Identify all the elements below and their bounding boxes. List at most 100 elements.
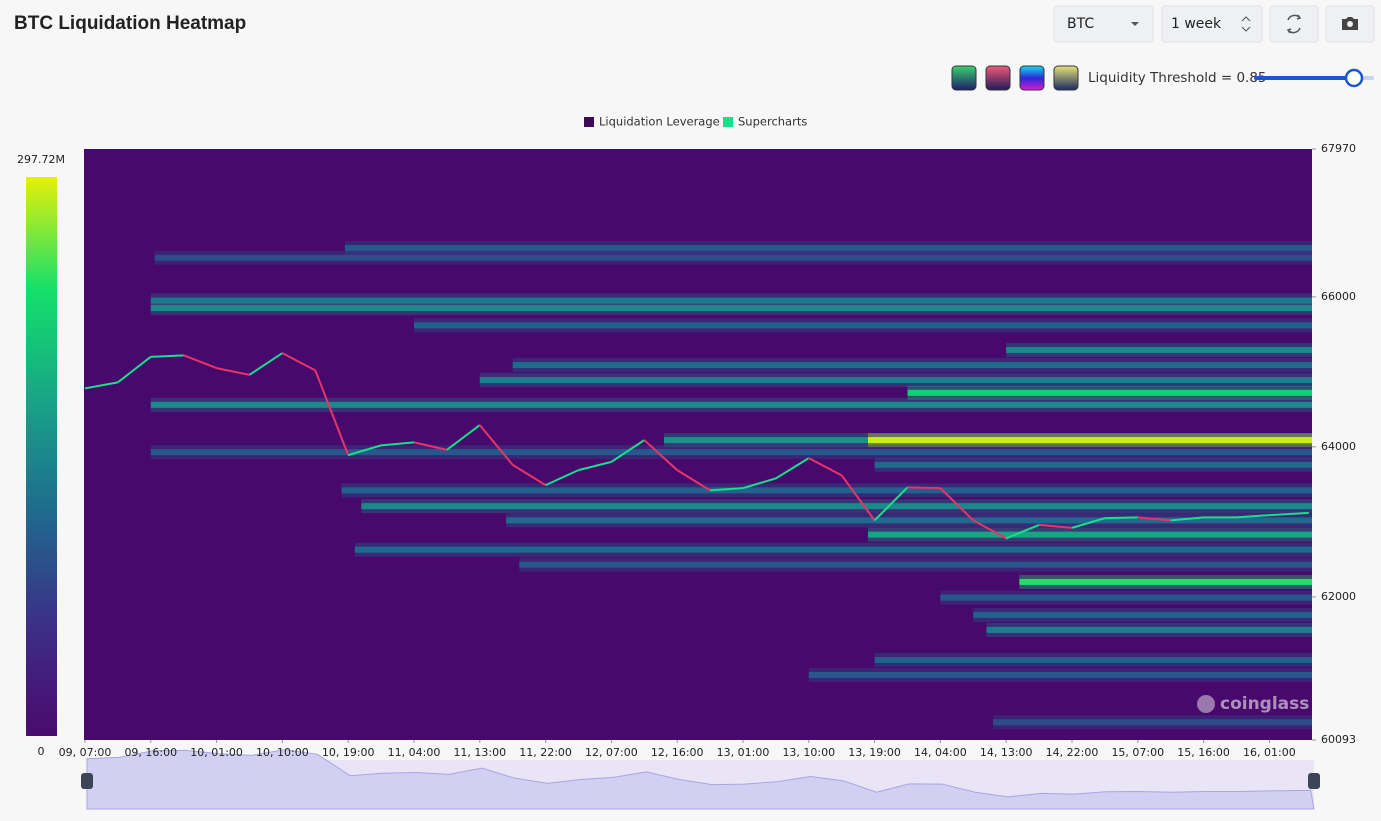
price-segment xyxy=(873,486,909,522)
x-tick-label: 14, 22:00 xyxy=(1046,746,1099,759)
price-segment xyxy=(1005,523,1040,540)
x-tick-label: 12, 16:00 xyxy=(651,746,704,759)
symbol-select[interactable] xyxy=(1053,5,1154,43)
price-segment xyxy=(545,469,579,487)
threshold-label: Liquidity Threshold = 0.85 xyxy=(1088,70,1267,86)
camera-lens xyxy=(1347,21,1353,27)
x-tick-label: 10, 19:00 xyxy=(322,746,375,759)
x-tick-label: 14, 13:00 xyxy=(980,746,1033,759)
y-tick-label: 64000 xyxy=(1321,440,1356,453)
price-segment xyxy=(281,352,316,372)
x-tick-label: 15, 16:00 xyxy=(1177,746,1230,759)
heat-band xyxy=(414,322,1312,329)
price-segment xyxy=(643,439,678,471)
x-tick-label: 13, 19:00 xyxy=(848,746,901,759)
y-tick-label: 67970 xyxy=(1321,142,1356,155)
x-tick-label: 11, 13:00 xyxy=(453,746,506,759)
heat-band xyxy=(506,517,1312,524)
price-segment xyxy=(84,381,119,390)
x-tick-label: 11, 04:00 xyxy=(388,746,441,759)
price-segment xyxy=(578,460,612,472)
price-segment xyxy=(347,444,382,457)
scheme-swatch[interactable] xyxy=(1053,65,1079,91)
heat-band xyxy=(1019,578,1312,585)
x-tick-label: 11, 22:00 xyxy=(519,746,572,759)
price-segment xyxy=(512,464,547,486)
price-segment xyxy=(1269,511,1309,517)
heat-band xyxy=(868,531,1312,538)
price-segment xyxy=(413,441,448,451)
heat-band xyxy=(874,656,1312,663)
x-tick-label: 13, 01:00 xyxy=(717,746,770,759)
dropdown-arrow xyxy=(1131,22,1139,26)
legend-label: Liquidation Leverage xyxy=(599,115,720,129)
range-select[interactable] xyxy=(1161,5,1263,43)
nav-handle xyxy=(1308,773,1320,789)
y-tick-label: 60093 xyxy=(1321,733,1356,746)
price-segment xyxy=(742,477,777,490)
scheme-swatch[interactable] xyxy=(951,65,977,91)
page-title: BTC Liquidation Heatmap xyxy=(14,13,246,34)
price-segment xyxy=(216,367,250,376)
price-segment xyxy=(314,369,350,456)
range-value: 1 week xyxy=(1171,16,1222,32)
price-segment xyxy=(248,352,283,376)
slider-fill xyxy=(1254,76,1354,80)
heat-band xyxy=(344,245,1312,252)
scheme-swatch[interactable] xyxy=(985,65,1011,91)
heat-band xyxy=(150,401,1312,408)
symbol-value: BTC xyxy=(1067,16,1094,32)
heat-band xyxy=(150,305,1312,312)
y-tick-label: 62000 xyxy=(1321,590,1356,603)
price-segment xyxy=(381,441,415,447)
slider-knob[interactable] xyxy=(1344,68,1364,88)
x-tick-label: 09, 07:00 xyxy=(59,746,112,759)
refresh-button[interactable] xyxy=(1269,5,1319,43)
x-tick-label: 09, 16:00 xyxy=(124,746,177,759)
price-segment xyxy=(676,469,711,492)
price-segment xyxy=(1104,516,1138,520)
plot-area xyxy=(84,149,1312,740)
navigator-area xyxy=(86,749,1315,810)
price-segment xyxy=(1170,516,1204,522)
color-bar-label: 0 xyxy=(38,745,45,758)
heat-band xyxy=(479,377,1312,384)
price-segment xyxy=(1039,523,1073,529)
x-tick-label: 16, 01:00 xyxy=(1243,746,1296,759)
color-bar-label: 297.72M xyxy=(17,153,65,166)
heat-band xyxy=(361,503,1312,510)
price-segment xyxy=(117,356,152,384)
price-segment xyxy=(1236,514,1270,519)
heat-band xyxy=(512,362,1312,369)
heat-band xyxy=(154,254,1312,261)
price-segment xyxy=(972,519,1007,540)
price-segment xyxy=(840,474,876,521)
heat-band xyxy=(868,437,1312,444)
legend-swatch xyxy=(584,117,594,127)
heat-band xyxy=(354,546,1312,553)
x-tick-label: 10, 01:00 xyxy=(190,746,243,759)
x-tick-label: 13, 10:00 xyxy=(782,746,835,759)
legend-label: Supercharts xyxy=(738,115,807,129)
heat-band xyxy=(1006,347,1312,354)
price-segment xyxy=(1137,516,1171,522)
watermark: coinglass xyxy=(1220,694,1309,714)
price-segment xyxy=(907,486,941,490)
heat-band xyxy=(993,719,1312,726)
spinner xyxy=(1241,16,1251,32)
price-segment xyxy=(808,457,843,477)
price-segment xyxy=(183,354,217,370)
heat-band xyxy=(150,449,1312,456)
x-tick-label: 14, 04:00 xyxy=(914,746,967,759)
price-segment xyxy=(710,487,744,492)
color-bar xyxy=(26,177,57,736)
heat-band xyxy=(341,487,1312,494)
price-segment xyxy=(150,354,184,358)
watermark-logo xyxy=(1197,695,1215,713)
heat-band xyxy=(907,389,1312,396)
heat-band xyxy=(874,461,1312,468)
scheme-swatch[interactable] xyxy=(1019,65,1045,91)
x-tick-label: 12, 07:00 xyxy=(585,746,638,759)
legend-swatch xyxy=(723,117,733,127)
